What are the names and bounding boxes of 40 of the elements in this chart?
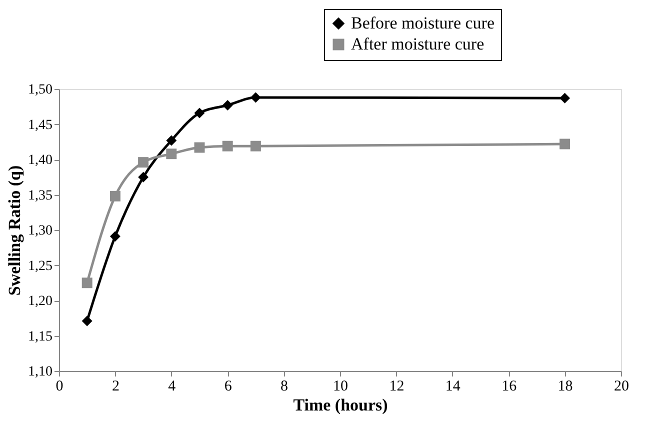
legend-label: After moisture cure bbox=[351, 34, 484, 54]
x-tick-label: 16 bbox=[502, 378, 518, 394]
point bbox=[250, 92, 261, 103]
x-axis-title: Time (hours) bbox=[293, 396, 388, 414]
point bbox=[222, 140, 233, 152]
point bbox=[138, 157, 149, 168]
point bbox=[560, 138, 570, 150]
x-tick-label: 4 bbox=[168, 378, 176, 394]
point bbox=[138, 172, 149, 182]
y-tick-label: 1,10 bbox=[28, 364, 52, 380]
point bbox=[110, 190, 120, 202]
point bbox=[222, 100, 233, 110]
x-tick-label: 18 bbox=[558, 378, 573, 394]
y-tick-label: 1,30 bbox=[28, 224, 52, 238]
y-tick-label: 1,45 bbox=[28, 118, 52, 133]
y-tick-label: 1,15 bbox=[28, 329, 52, 344]
point bbox=[194, 108, 205, 118]
x-tick-label: 2 bbox=[112, 378, 120, 394]
point bbox=[194, 142, 205, 153]
x-tick-label: 0 bbox=[56, 378, 64, 394]
x-tick-label: 8 bbox=[280, 378, 288, 394]
x-tick-label: 20 bbox=[614, 378, 629, 394]
y-tick-label: 1,40 bbox=[28, 153, 52, 168]
x-tick-label: 10 bbox=[333, 378, 348, 394]
point bbox=[82, 316, 92, 326]
y-axis-title: Swelling Ratio (q) bbox=[5, 165, 24, 296]
x-tick-label: 14 bbox=[445, 378, 461, 394]
y-tick-label: 1,50 bbox=[28, 82, 52, 98]
point bbox=[166, 148, 177, 160]
point bbox=[560, 92, 570, 104]
point bbox=[250, 140, 261, 152]
y-tick-label: 1,20 bbox=[28, 294, 52, 309]
legend-label: Before moisture cure bbox=[351, 14, 494, 32]
point bbox=[82, 278, 92, 288]
point bbox=[166, 135, 177, 146]
y-tick-label: 1,35 bbox=[28, 188, 52, 204]
x-tick-label: 6 bbox=[224, 378, 232, 394]
x-tick-label: 12 bbox=[389, 378, 404, 394]
point bbox=[110, 231, 120, 242]
y-tick-label: 1,25 bbox=[28, 258, 52, 274]
